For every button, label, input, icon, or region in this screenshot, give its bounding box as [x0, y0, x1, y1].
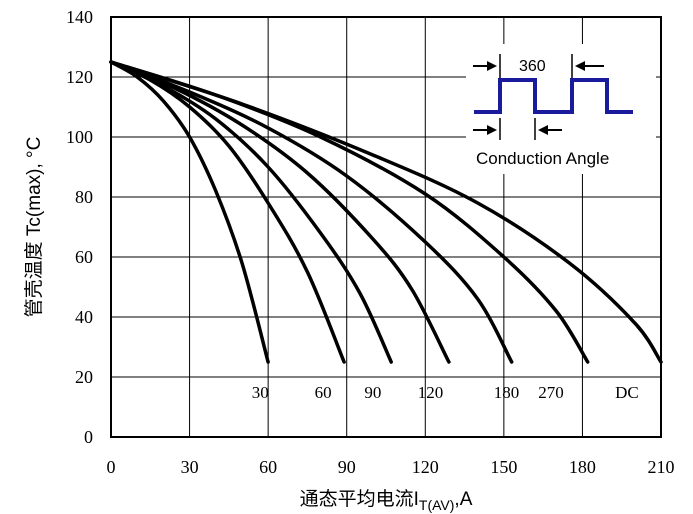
x-axis-title-main: 通态平均电流I: [300, 488, 419, 510]
y-tick-label: 120: [66, 67, 93, 87]
series-line-dc: [109, 60, 663, 364]
y-tick-label: 0: [84, 427, 93, 447]
inset-background: [466, 44, 656, 174]
x-tick-label: 210: [648, 457, 675, 477]
x-axis-title-subscript: T(AV): [419, 497, 455, 513]
y-tick-label: 60: [75, 247, 93, 267]
x-tick-label: 120: [412, 457, 439, 477]
curve-labels: 30 60 90 120 180 270 DC: [252, 383, 639, 402]
series-line-30: [109, 60, 270, 364]
arrowhead-icon: [487, 61, 497, 71]
waveform: [474, 78, 633, 114]
inset-caption: Conduction Angle: [476, 149, 609, 168]
y-tick-label: 140: [66, 7, 93, 27]
x-axis-title-unit: ,A: [454, 489, 472, 510]
curve-label-90: 90: [364, 383, 381, 402]
y-axis-title: 管壳温度 Tc(max), °C: [23, 137, 45, 318]
series-line-180: [109, 60, 514, 364]
x-tick-label: 150: [490, 457, 517, 477]
plot-frame: [110, 16, 662, 438]
series-line-90: [109, 60, 393, 364]
curve-label-270: 270: [538, 383, 564, 402]
curve-label-dc: DC: [615, 383, 639, 402]
y-tick-label: 20: [75, 367, 93, 387]
curve-label-180: 180: [494, 383, 520, 402]
curve-label-60: 60: [315, 383, 332, 402]
conduction-angle-inset: 360 Conduction Angle: [466, 44, 656, 174]
y-tick-label: 100: [66, 127, 93, 147]
x-tick-labels: 0 30 60 90 120 150 180 210: [107, 457, 675, 477]
x-tick-label: 0: [107, 457, 116, 477]
arrowhead-icon: [487, 125, 497, 135]
curve-label-30: 30: [252, 383, 269, 402]
x-tick-label: 180: [569, 457, 596, 477]
y-tick-label: 80: [75, 187, 93, 207]
y-tick-labels: 0 20 40 60 80 100 120 140: [66, 7, 93, 447]
series-line-120: [109, 60, 451, 364]
x-tick-label: 60: [259, 457, 277, 477]
y-tick-label: 40: [75, 307, 93, 327]
x-tick-label: 30: [181, 457, 199, 477]
curve-label-120: 120: [418, 383, 444, 402]
x-axis-title: 通态平均电流IT(AV),A: [300, 488, 473, 513]
series-curves: [109, 60, 663, 364]
angle-label: 360: [519, 58, 546, 75]
x-tick-label: 90: [338, 457, 356, 477]
